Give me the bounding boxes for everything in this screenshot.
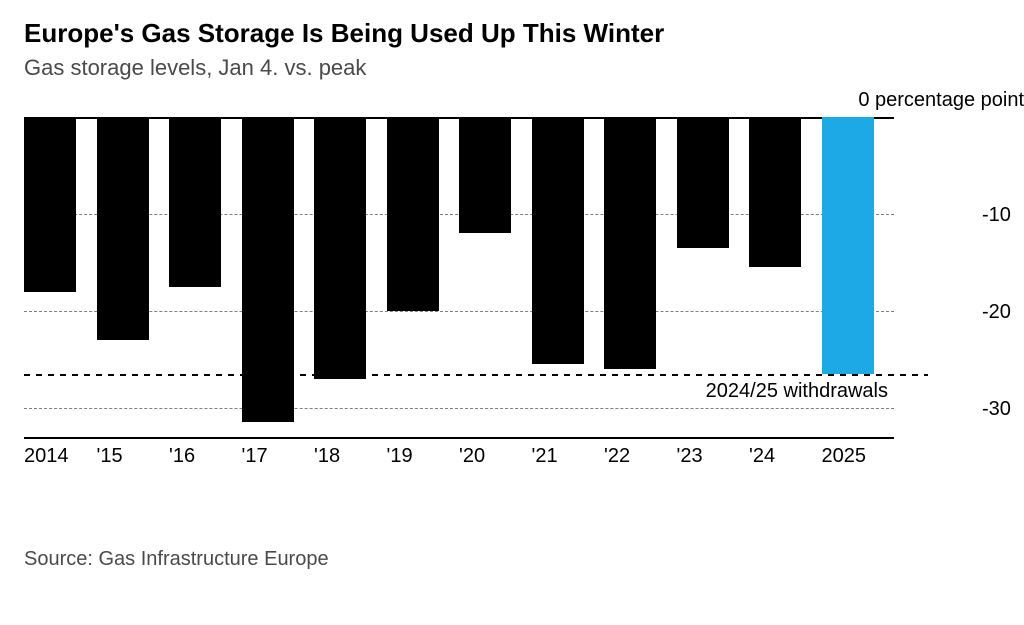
y-tick-label: -20: [982, 301, 1011, 324]
x-tick-label: '21: [532, 445, 605, 468]
x-axis-line: [24, 437, 894, 439]
bar: [822, 117, 874, 374]
x-tick-label: '23: [677, 445, 750, 468]
chart-container: Europe's Gas Storage Is Being Used Up Th…: [0, 0, 1024, 625]
y-axis-top-label: 0 percentage points: [804, 89, 1024, 112]
bar: [749, 117, 801, 267]
bar: [24, 117, 76, 292]
bar: [604, 117, 656, 369]
reference-line: [24, 374, 928, 376]
bar: [387, 117, 439, 311]
x-axis-labels: 2014'15'16'17'18'19'20'21'22'23'242025: [24, 445, 894, 468]
bar: [242, 117, 294, 422]
chart-wrap: 0 percentage points 2024/25 withdrawals …: [24, 117, 1024, 497]
y-tick-label: -10: [982, 204, 1011, 227]
bar: [532, 117, 584, 364]
chart-area: 2024/25 withdrawals -10 -20 -30 2014'15'16…: [24, 117, 1024, 497]
plot-area: 2024/25 withdrawals: [24, 117, 894, 437]
x-tick-label: '19: [387, 445, 460, 468]
x-tick-label: 2025: [822, 445, 895, 468]
bar: [97, 117, 149, 340]
x-tick-label: '24: [749, 445, 822, 468]
bar: [677, 117, 729, 248]
chart-source: Source: Gas Infrastructure Europe: [24, 548, 329, 571]
bar: [314, 117, 366, 379]
x-tick-label: '20: [459, 445, 532, 468]
reference-line-label: 2024/25 withdrawals: [24, 380, 888, 403]
bar: [459, 117, 511, 233]
y-tick-label: -30: [982, 398, 1011, 421]
x-tick-label: '15: [97, 445, 170, 468]
chart-title: Europe's Gas Storage Is Being Used Up Th…: [24, 18, 1000, 49]
x-tick-label: '17: [242, 445, 315, 468]
x-tick-label: '18: [314, 445, 387, 468]
chart-subtitle: Gas storage levels, Jan 4. vs. peak: [24, 55, 1000, 81]
x-tick-label: '22: [604, 445, 677, 468]
x-tick-label: 2014: [24, 445, 97, 468]
bar: [169, 117, 221, 287]
x-tick-label: '16: [169, 445, 242, 468]
